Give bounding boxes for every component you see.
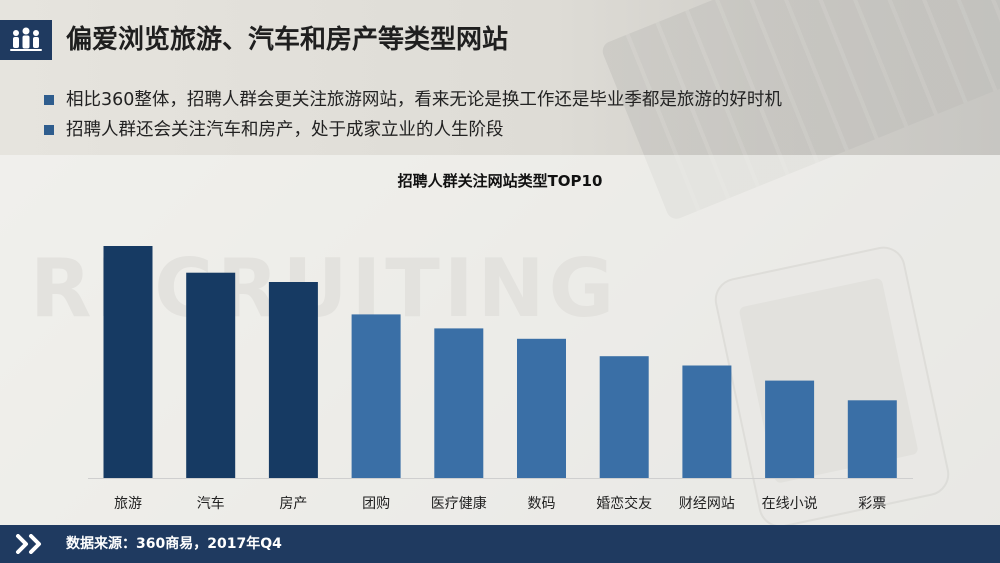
double-chevron-right-icon: [16, 534, 41, 554]
bar-7: [682, 365, 732, 478]
x-tick-label: 彩票: [858, 496, 886, 512]
bar-4: [434, 328, 484, 478]
square-bullet-icon: [44, 95, 54, 105]
bullet-text: 招聘人群还会关注汽车和房产，处于成家立业的人生阶段: [66, 120, 504, 140]
chart-title: 招聘人群关注网站类型TOP10: [397, 172, 603, 190]
bar-6: [599, 356, 649, 478]
bullet-list: 相比360整体，招聘人群会更关注旅游网站，看来无论是换工作还是毕业季都是旅游的好…: [44, 86, 782, 146]
x-tick-label: 房产: [279, 496, 307, 512]
data-source-text: 数据来源：360商易，2017年Q4: [66, 536, 282, 552]
bar-0: [103, 246, 153, 478]
bar-9: [847, 400, 897, 478]
bar-1: [186, 272, 236, 478]
bar-chart: 旅游 汽车 房产 团购 医疗健康 数码 婚恋交友 财经网站 在线小说 彩票: [88, 246, 913, 512]
x-tick-label: 团购: [362, 496, 390, 512]
x-tick-label: 旅游: [114, 496, 142, 512]
x-tick-label: 婚恋交友: [596, 495, 652, 512]
bullet-text: 相比360整体，招聘人群会更关注旅游网站，看来无论是换工作还是毕业季都是旅游的好…: [66, 90, 782, 110]
header-background: [0, 0, 1000, 155]
bar-2: [268, 282, 318, 478]
square-bullet-icon: [44, 125, 54, 135]
team-people-icon: [0, 20, 52, 60]
footer-bar: 数据来源：360商易，2017年Q4: [0, 525, 1000, 563]
bar-3: [351, 314, 401, 478]
bullet-item: 招聘人群还会关注汽车和房产，处于成家立业的人生阶段: [44, 116, 782, 146]
x-tick-label: 财经网站: [679, 496, 735, 512]
bullet-item: 相比360整体，招聘人群会更关注旅游网站，看来无论是换工作还是毕业季都是旅游的好…: [44, 86, 782, 116]
bar-8: [765, 380, 815, 478]
x-tick-label: 汽车: [197, 495, 225, 512]
x-tick-label: 在线小说: [762, 496, 818, 512]
x-tick-label: 医疗健康: [431, 495, 487, 512]
bar-5: [517, 338, 566, 478]
x-tick-label: 数码: [528, 496, 556, 512]
page-title: 偏爱浏览旅游、汽车和房产等类型网站: [66, 25, 509, 55]
